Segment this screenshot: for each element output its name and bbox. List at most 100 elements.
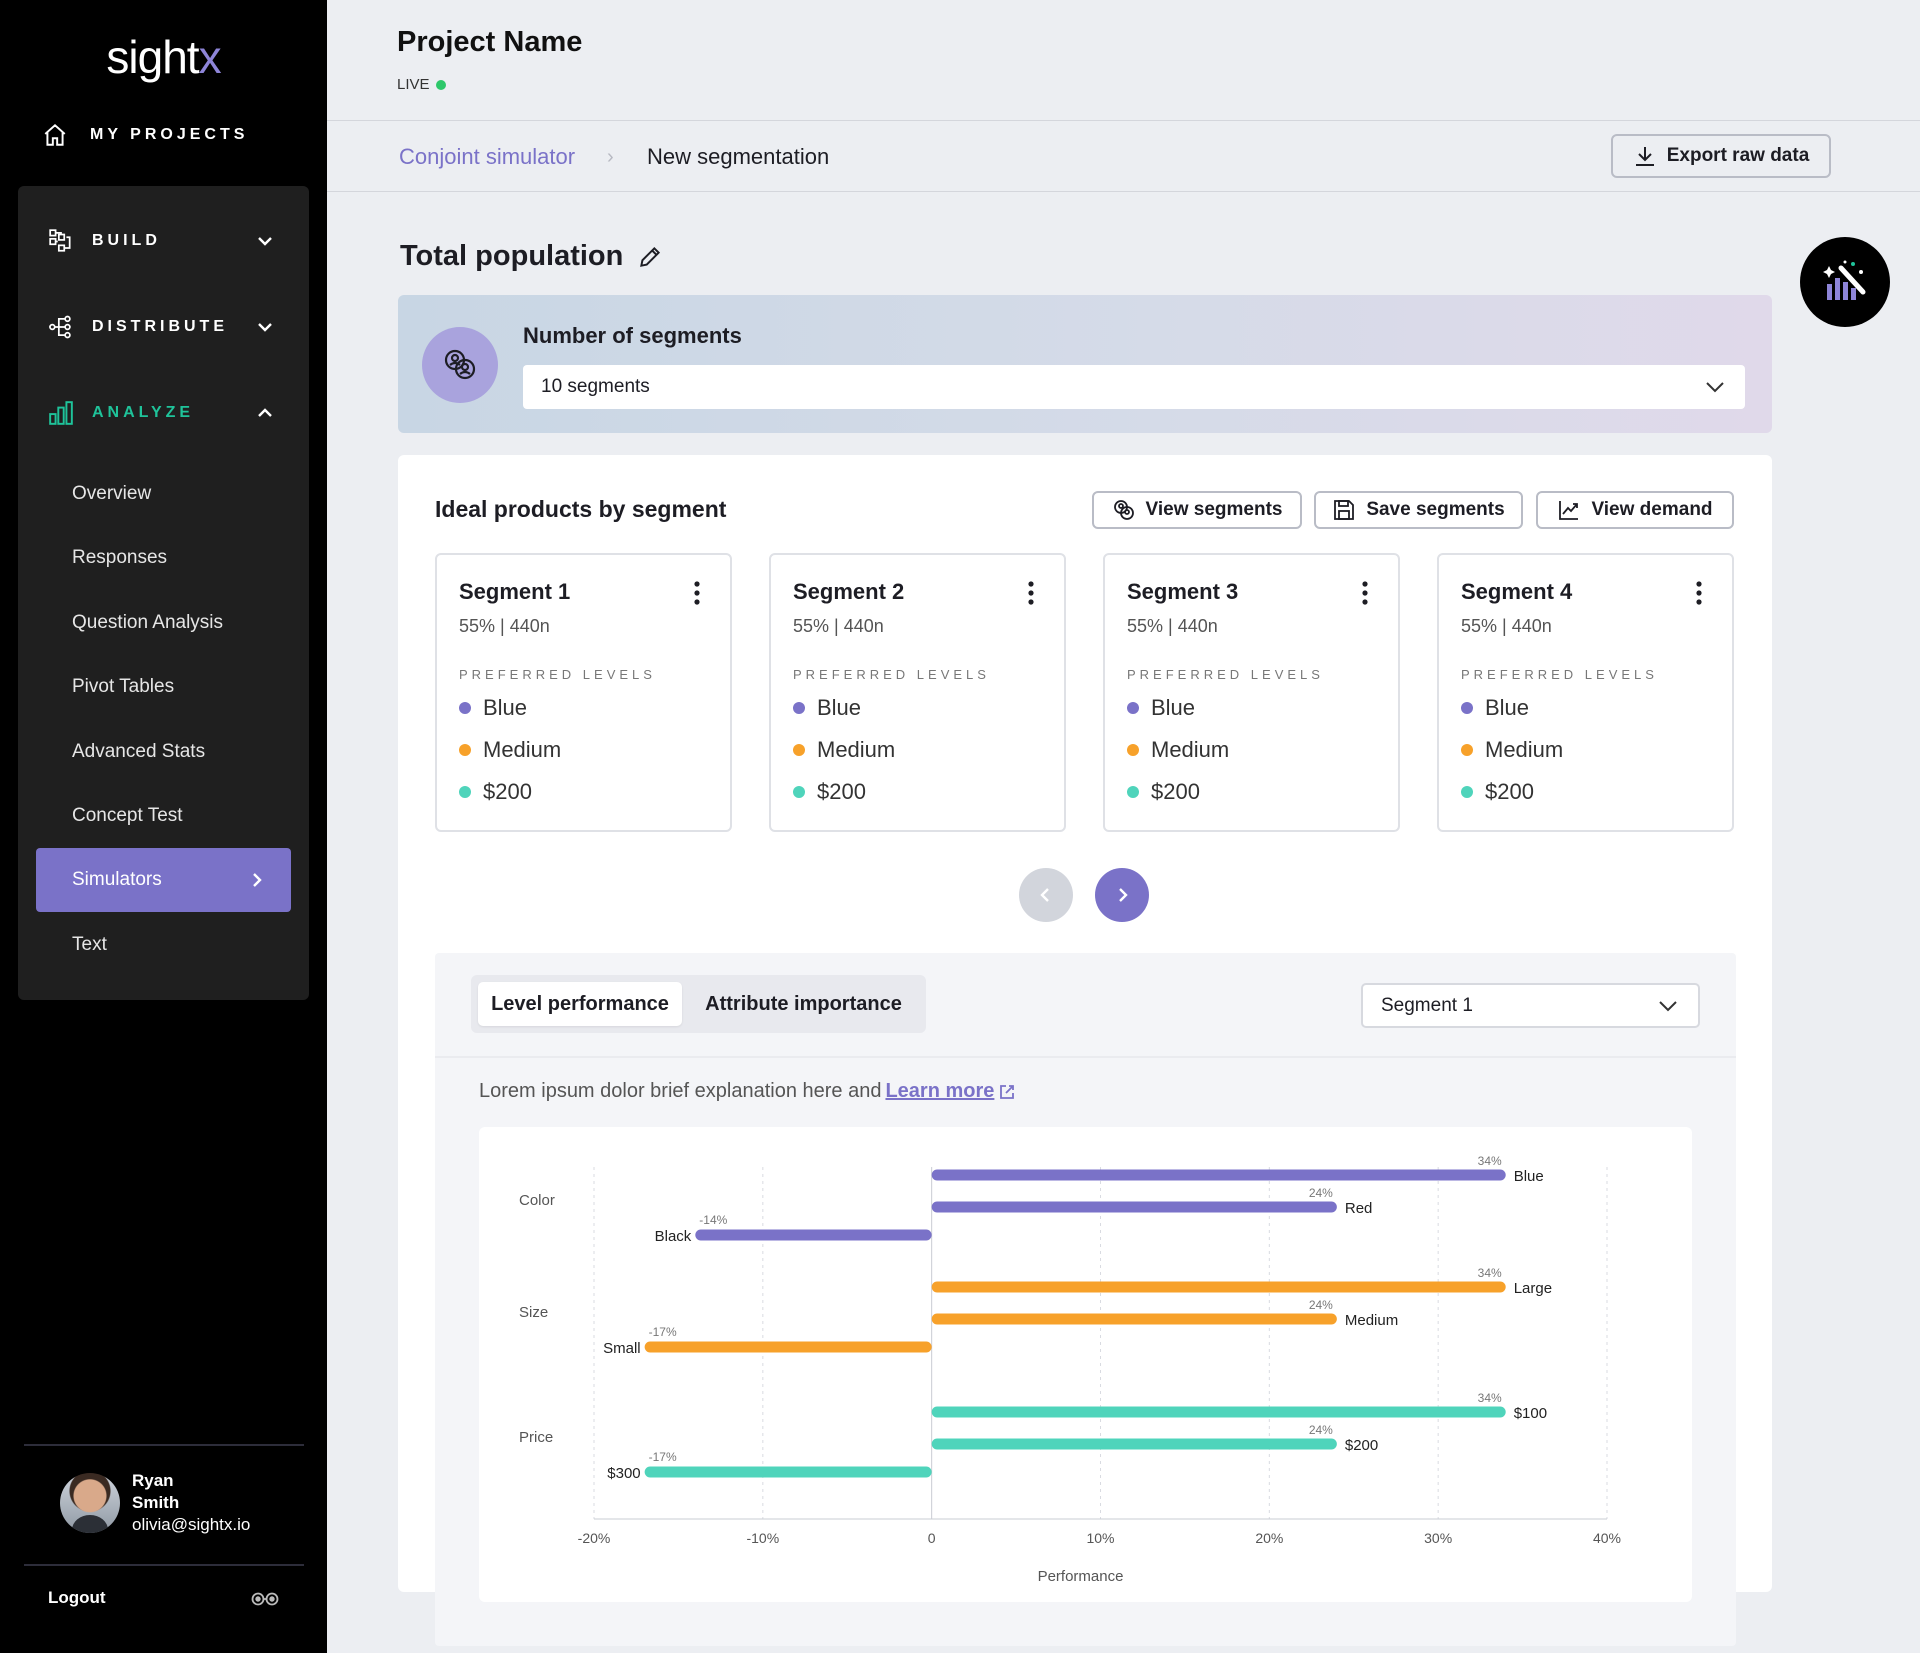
sidebar-item-advanced-stats[interactable]: Advanced Stats <box>72 741 206 762</box>
learn-more-link[interactable]: Learn more <box>885 1080 995 1102</box>
number-of-segments-select[interactable]: 10 segments <box>523 365 1745 409</box>
chevron-left-icon <box>1040 888 1049 902</box>
group-label: Size <box>519 1304 548 1321</box>
size-dot-icon <box>793 744 805 756</box>
view-segments-button[interactable]: View segments <box>1092 491 1302 529</box>
save-icon <box>1334 500 1355 520</box>
project-name: Project Name <box>397 26 583 58</box>
level-label: Blue <box>1485 695 1530 720</box>
color-dot-icon <box>793 702 805 714</box>
breadcrumb-current: New segmentation <box>647 144 830 169</box>
level-item: $200 <box>1127 779 1200 805</box>
x-tick-label: 40% <box>1593 1530 1621 1546</box>
segments-icon <box>422 327 498 403</box>
bar-label: Small <box>603 1340 641 1357</box>
sidebar-item-text[interactable]: Text <box>72 934 107 955</box>
sidebar-divider <box>24 1444 304 1446</box>
view-demand-label: View demand <box>1591 499 1713 520</box>
price-dot-icon <box>459 786 471 798</box>
bar <box>695 1229 932 1241</box>
chevron-down-icon <box>258 237 272 246</box>
segments-icon <box>1113 500 1134 520</box>
segment-card[interactable]: Segment 3 55% | 440n PREFERRED LEVELS Bl… <box>1103 553 1400 832</box>
preferred-levels-label: PREFERRED LEVELS <box>1461 667 1658 682</box>
pencil-icon[interactable] <box>637 244 663 270</box>
view-demand-button[interactable]: View demand <box>1536 491 1734 529</box>
nav-section-analyze[interactable]: ANALYZE <box>18 393 309 433</box>
nav-panel: BUILD DISTRIBUTE ANALYZE Overview Respon… <box>18 186 309 1000</box>
ideal-products-title: Ideal products by segment <box>435 496 727 522</box>
save-segments-button[interactable]: Save segments <box>1314 491 1523 529</box>
bar-value-label: 34% <box>1478 1266 1502 1280</box>
chevron-right-icon <box>1119 888 1128 902</box>
bar-value-label: 24% <box>1309 1423 1333 1437</box>
level-item: $200 <box>1461 779 1534 805</box>
sidebar-item-pivot-tables[interactable]: Pivot Tables <box>72 676 175 697</box>
external-link-icon[interactable] <box>998 1083 1016 1101</box>
next-page-button[interactable] <box>1095 868 1149 922</box>
sidebar-divider <box>24 1564 304 1566</box>
x-axis-title: Performance <box>1038 1568 1124 1585</box>
level-item: Blue <box>1127 695 1195 721</box>
status-text: LIVE <box>397 76 430 93</box>
sidebar-item-overview[interactable]: Overview <box>72 483 152 504</box>
segment-card[interactable]: Segment 4 55% | 440n PREFERRED LEVELS Bl… <box>1437 553 1734 832</box>
avatar[interactable] <box>60 1473 120 1533</box>
magic-wand-chart-icon <box>1823 260 1866 300</box>
incognito-icon[interactable] <box>250 1588 280 1610</box>
more-vertical-icon[interactable] <box>1362 581 1368 605</box>
my-projects-link[interactable]: MY PROJECTS <box>42 122 248 148</box>
sidebar-item-simulators[interactable]: Simulators <box>36 848 291 912</box>
sightx-logo[interactable]: sightx <box>0 30 327 84</box>
preferred-levels-label: PREFERRED LEVELS <box>459 667 656 682</box>
nav-section-build[interactable]: BUILD <box>18 221 309 261</box>
logo-main: sight <box>106 31 199 83</box>
bar-value-label: 24% <box>1309 1298 1333 1312</box>
x-tick-label: 30% <box>1424 1530 1452 1546</box>
save-segments-label: Save segments <box>1366 499 1505 520</box>
live-dot-icon <box>435 79 446 90</box>
user-email: olivia@sightx.io <box>132 1515 251 1534</box>
sidebar-item-responses[interactable]: Responses <box>72 547 168 568</box>
size-dot-icon <box>459 744 471 756</box>
logout-button[interactable]: Logout <box>48 1588 106 1607</box>
level-label: Medium <box>483 737 562 762</box>
price-dot-icon <box>793 786 805 798</box>
population-title: Total population <box>400 240 624 272</box>
sidebar-item-concept-test[interactable]: Concept Test <box>72 805 183 826</box>
more-vertical-icon[interactable] <box>1696 581 1702 605</box>
sidebar-item-question-analysis[interactable]: Question Analysis <box>72 612 224 633</box>
magic-wand-assistant-button[interactable] <box>1800 237 1890 327</box>
segment-name: Segment 2 <box>793 579 905 604</box>
price-dot-icon <box>1127 786 1139 798</box>
level-item: Blue <box>459 695 527 721</box>
export-raw-data-button[interactable]: Export raw data <box>1611 134 1831 178</box>
bar-label: $200 <box>1345 1437 1378 1454</box>
tab-attribute-importance[interactable]: Attribute importance <box>705 993 902 1015</box>
level-label: Medium <box>1485 737 1564 762</box>
x-tick-label: 20% <box>1255 1530 1283 1546</box>
bar <box>931 1438 1337 1450</box>
level-item: Medium <box>793 737 895 763</box>
my-projects-label: MY PROJECTS <box>90 126 249 143</box>
segment-card[interactable]: Segment 1 55% | 440n PREFERRED LEVELS Bl… <box>435 553 732 832</box>
more-vertical-icon[interactable] <box>694 581 700 605</box>
breadcrumb-separator-icon: › <box>607 146 614 168</box>
chart-svg: -20% -10% 0 10% 20% 30% 40% Performance Color Blu… <box>519 1154 1621 1585</box>
x-tick-label: 0 <box>928 1530 936 1546</box>
bar-label: $100 <box>1514 1405 1547 1422</box>
tab-level-performance[interactable]: Level performance <box>478 982 682 1026</box>
level-label: $200 <box>817 779 866 804</box>
more-vertical-icon[interactable] <box>1028 581 1034 605</box>
bar <box>644 1466 932 1478</box>
export-label: Export raw data <box>1666 145 1810 166</box>
analyze-label: ANALYZE <box>92 404 195 421</box>
previous-page-button[interactable] <box>1019 868 1073 922</box>
color-dot-icon <box>1461 702 1473 714</box>
nav-section-distribute[interactable]: DISTRIBUTE <box>18 307 309 347</box>
explanation-text: Lorem ipsum dolor brief explanation here… <box>479 1080 1016 1103</box>
segment-stat: 55% | 440n <box>1461 616 1552 636</box>
segment-card[interactable]: Segment 2 55% | 440n PREFERRED LEVELS Bl… <box>769 553 1066 832</box>
segment-select[interactable]: Segment 1 <box>1361 983 1700 1028</box>
breadcrumb-conjoint-simulator[interactable]: Conjoint simulator <box>399 144 576 169</box>
